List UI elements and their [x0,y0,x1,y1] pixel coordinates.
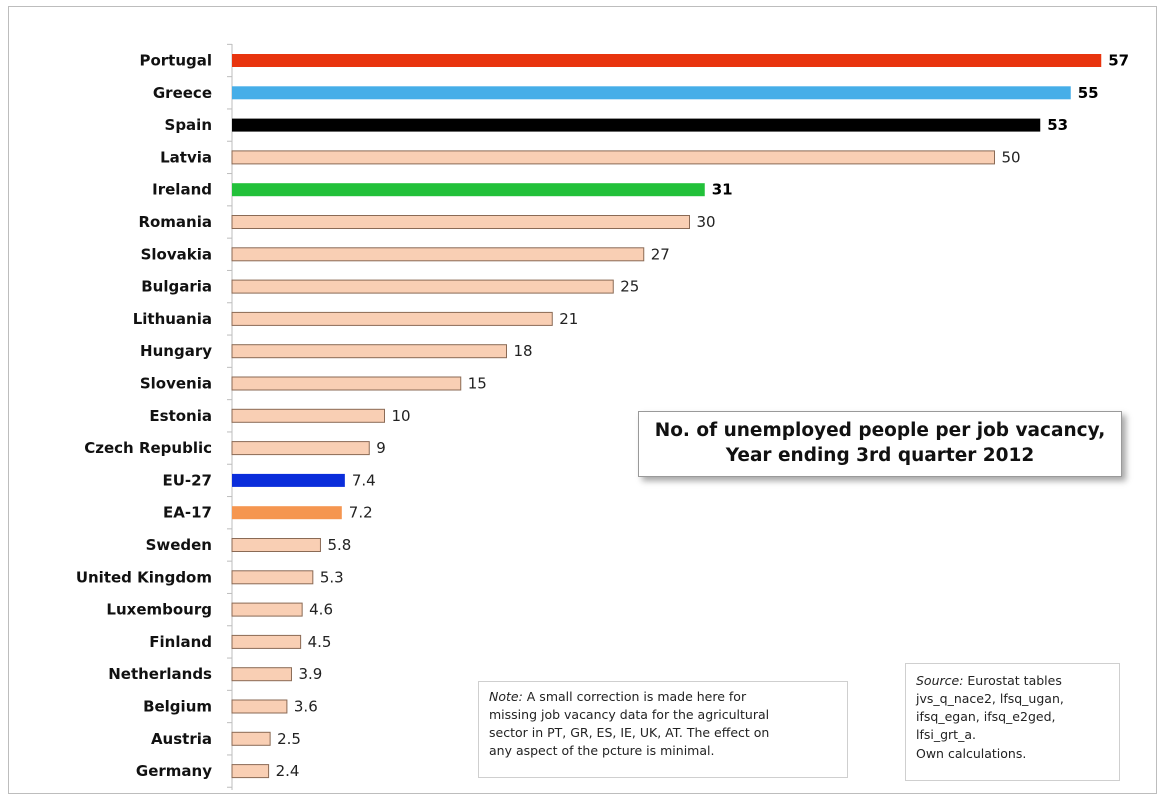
bar-latvia [231,150,995,165]
value-label-sweden: 5.8 [327,536,351,554]
category-label-austria: Austria [151,730,212,748]
y-axis-ticks [227,43,232,788]
note-box: Note: A small correction is made here fo… [478,681,848,778]
category-label-latvia: Latvia [160,148,212,166]
value-label-ea-17: 7.2 [349,504,373,522]
chart-title-line-2: Year ending 3rd quarter 2012 [725,445,1035,466]
category-label-portugal: Portugal [139,52,212,70]
source-line-4: lfsi_grt_a. [916,727,976,743]
category-label-romania: Romania [138,213,212,231]
chart-title-box: No. of unemployed people per job vacancy… [638,411,1122,477]
bar-ea-17 [232,506,342,520]
value-label-slovenia: 15 [468,375,487,393]
bar-austria [231,731,271,746]
bar-sweden [231,538,321,552]
bars-group [231,54,1102,779]
category-label-hungary: Hungary [140,342,212,360]
bar-greece [232,86,1071,100]
bar-eu-27 [232,473,345,487]
source-box: Source: Eurostat tables jvs_q_nace2, lfs… [905,663,1120,781]
bar-romania [231,215,690,229]
source-line-2: jvs_q_nace2, lfsq_ugan, [916,691,1064,707]
source-line-1: Source: Eurostat tables [916,672,1109,690]
category-label-estonia: Estonia [149,407,212,425]
value-label-eu-27: 7.4 [352,471,376,489]
bar-hungary [231,344,507,359]
bar-finland [231,634,302,649]
bar-bulgaria [231,279,614,294]
chart-title-line-1: No. of unemployed people per job vacancy… [654,420,1106,442]
value-label-lithuania: 21 [559,310,578,328]
category-label-united-kingdom: United Kingdom [76,568,212,586]
note-label: Note: [489,689,523,704]
bar-slovenia [231,376,462,391]
source-text-1: Eurostat tables [963,673,1062,688]
bar-czech-republic [231,441,370,456]
category-label-ireland: Ireland [152,181,212,199]
source-line-3: ifsq_egan, ifsq_e2ged, [916,709,1056,725]
value-label-united-kingdom: 5.3 [320,568,344,586]
chart-frame [8,6,1157,794]
value-label-bulgaria: 25 [620,278,639,296]
value-label-hungary: 18 [514,342,533,360]
value-label-finland: 4.5 [308,633,332,651]
bar-spain [232,118,1041,132]
category-label-germany: Germany [136,762,212,780]
value-label-luxembourg: 4.6 [309,601,333,619]
value-label-netherlands: 3.9 [298,665,322,683]
note-line-2: missing job vacancy data for the agricul… [489,707,770,723]
bar-germany [231,764,270,779]
value-label-ireland: 31 [712,181,733,199]
category-label-netherlands: Netherlands [108,665,212,683]
value-label-spain: 53 [1047,116,1068,134]
value-label-slovakia: 27 [651,245,670,263]
category-label-ea-17: EA-17 [163,504,212,522]
category-label-bulgaria: Bulgaria [141,278,212,296]
category-label-belgium: Belgium [143,698,212,716]
category-label-greece: Greece [153,84,212,102]
category-label-luxembourg: Luxembourg [106,601,212,619]
bar-netherlands [231,667,292,682]
bar-ireland [232,183,705,197]
category-label-czech-republic: Czech Republic [84,439,212,457]
value-label-czech-republic: 9 [376,439,386,457]
category-labels: Portugal Greece Spain Latvia Ireland Romania S… [76,52,212,781]
value-label-belgium: 3.6 [294,698,318,716]
note-line-3: sector in PT, GR, ES, IE, UK, AT. The ef… [489,725,770,741]
bar-united-kingdom [231,570,314,585]
source-label: Source: [916,673,964,688]
category-label-slovenia: Slovenia [140,375,212,393]
bar-lithuania [231,311,553,326]
value-label-germany: 2.4 [276,762,300,780]
category-label-eu-27: EU-27 [162,471,212,489]
bar-luxembourg [231,602,303,617]
category-label-finland: Finland [149,633,212,651]
note-text-1: A small correction is made here for [522,689,747,704]
bar-belgium [231,699,288,714]
value-labels: 57 55 53 50 31 30 27 25 21 18 15 10 97.4 7.2 5.8 5.3 4.6… [276,52,1130,781]
value-label-greece: 55 [1078,84,1099,102]
value-label-romania: 30 [697,213,716,231]
category-label-sweden: Sweden [146,536,212,554]
bar-estonia [231,408,385,423]
bar-portugal [232,54,1102,67]
value-label-estonia: 10 [392,407,411,425]
category-label-lithuania: Lithuania [133,310,212,328]
value-label-austria: 2.5 [277,730,301,748]
bar-slovakia [231,247,645,262]
note-line-1: Note: A small correction is made here fo… [489,688,837,706]
source-line-5: Own calculations. [916,745,1027,761]
category-label-spain: Spain [165,116,212,134]
value-label-portugal: 57 [1108,52,1129,70]
category-label-slovakia: Slovakia [141,245,212,263]
note-line-4: any aspect of the pcture is minimal. [489,743,715,759]
value-label-latvia: 50 [1002,148,1021,166]
